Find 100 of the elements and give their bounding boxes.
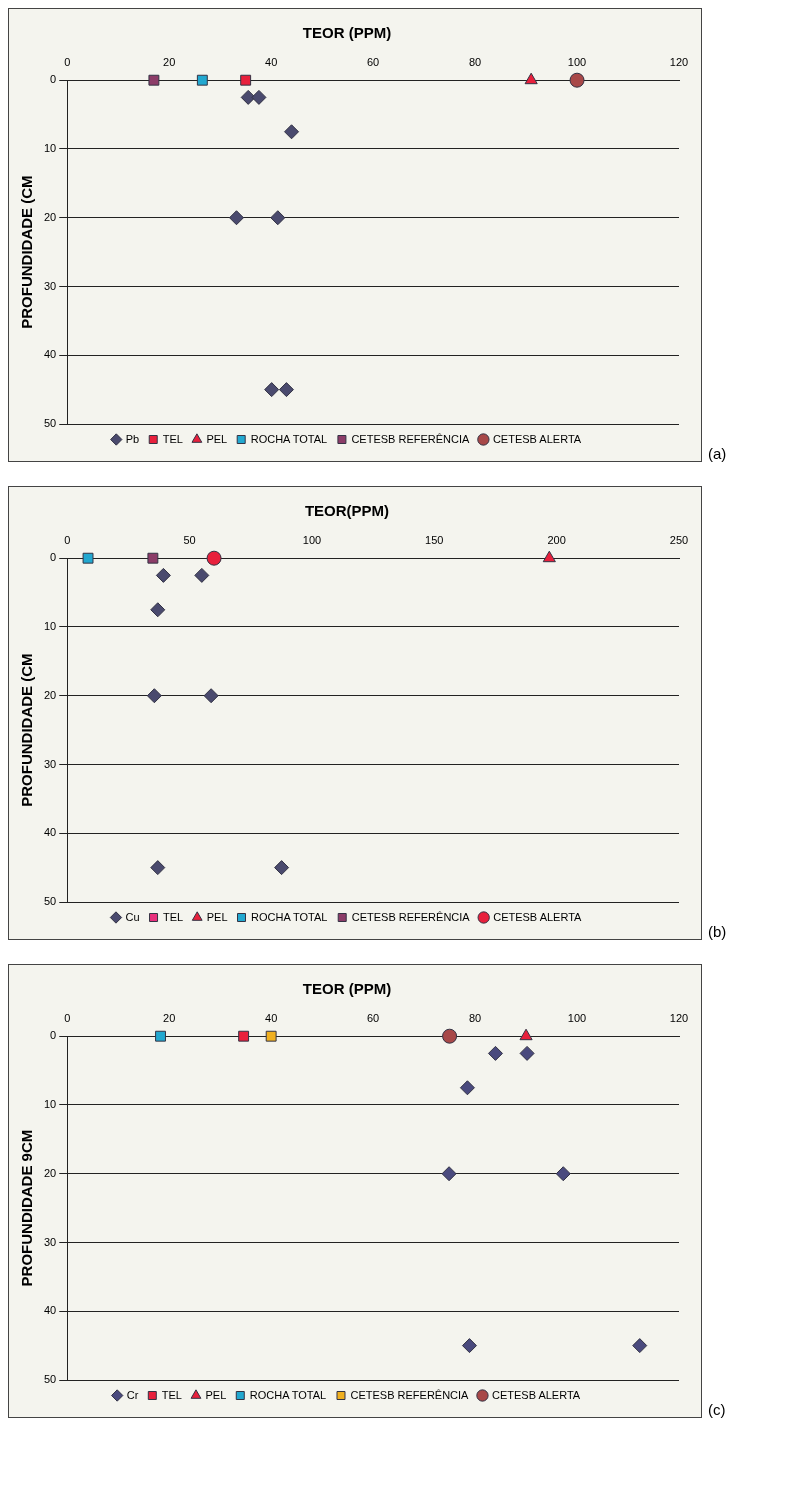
x-tick-label: 80 [468, 55, 482, 68]
point [238, 1030, 250, 1042]
x-tick-label: 0 [64, 55, 71, 68]
y-axis-title: PROFUNDIDADE (CM [18, 653, 36, 807]
point [459, 1080, 475, 1096]
point [203, 688, 219, 704]
x-tick-label: 60 [366, 55, 380, 68]
x-tick-label: 100 [567, 1011, 587, 1024]
point [147, 552, 159, 564]
y-tick-label: 50 [43, 417, 57, 430]
legend-label: CETESB REFERÊNCIA [351, 432, 471, 445]
legend-label: Cu [125, 910, 140, 923]
point [461, 1338, 477, 1354]
point [196, 74, 208, 86]
y-tick-label: 30 [43, 757, 57, 770]
y-tick-label: 20 [43, 688, 57, 701]
y-axis-title: PROFUNDIDADE 9CM [18, 1129, 36, 1287]
legend-label: CETESB ALERTA [492, 432, 582, 445]
point [150, 860, 166, 876]
y-tick-label: 40 [43, 826, 57, 839]
x-tick-label: 80 [468, 1011, 482, 1024]
legend-label: ROCHA TOTAL [251, 910, 328, 923]
text: (a) [708, 445, 727, 462]
legend-label: TEL [161, 1388, 182, 1401]
x-tick-label: 40 [265, 55, 278, 68]
y-tick-label: 50 [43, 895, 57, 908]
point [278, 382, 294, 398]
legend-label: CETESB ALERTA [491, 1388, 581, 1401]
y-tick-label: 20 [43, 210, 57, 223]
point [524, 72, 538, 85]
chart-title: TEOR(PPM) [304, 502, 390, 520]
point [150, 602, 166, 618]
text: (c) [708, 1401, 726, 1418]
legend-label: ROCHA TOTAL [250, 432, 328, 445]
legend-label: PEL [206, 910, 228, 923]
legend-label: CETESB REFERÊNCIA [350, 1388, 470, 1401]
legend-label: TEL [162, 432, 183, 445]
point [146, 688, 162, 704]
x-tick-label: 20 [163, 55, 176, 68]
point [265, 1030, 277, 1042]
x-tick-label: 120 [669, 1011, 689, 1024]
point [82, 552, 94, 564]
x-tick-label: 20 [163, 1011, 176, 1024]
point [569, 72, 585, 88]
legend-label: Cr [126, 1388, 139, 1401]
y-tick-label: 40 [43, 348, 57, 361]
point [632, 1338, 648, 1354]
chart-title: TEOR (PPM) [302, 980, 392, 998]
y-tick-label: 30 [43, 1235, 57, 1248]
point [284, 124, 300, 140]
x-tick-label: 60 [366, 1011, 380, 1024]
point [519, 1028, 533, 1041]
x-tick-label: 100 [302, 533, 322, 546]
legend-label: CETESB ALERTA [493, 910, 583, 923]
y-tick-label: 40 [43, 1304, 57, 1317]
point [519, 1045, 535, 1061]
point [555, 1166, 571, 1182]
point [206, 550, 222, 566]
x-tick-label: 50 [183, 533, 196, 546]
point [274, 860, 290, 876]
x-tick-label: 40 [265, 1011, 278, 1024]
point [194, 567, 210, 583]
y-tick-label: 20 [43, 1166, 57, 1179]
point [251, 89, 267, 105]
y-tick-label: 10 [43, 1097, 57, 1110]
x-tick-label: 120 [669, 55, 689, 68]
legend-label: PEL [206, 432, 228, 445]
legend-label: Pb [125, 432, 140, 445]
point [487, 1045, 503, 1061]
x-tick-label: 200 [547, 533, 566, 546]
x-tick-label: 0 [64, 1011, 71, 1024]
point [442, 1028, 458, 1044]
y-axis-title: PROFUNDIDADE (CM [18, 175, 36, 329]
x-tick-label: 100 [567, 55, 587, 68]
point [542, 550, 556, 563]
legend-label: ROCHA TOTAL [249, 1388, 327, 1401]
y-tick-label: 0 [50, 73, 57, 86]
legend-label: TEL [163, 910, 184, 923]
point [270, 210, 286, 226]
x-tick-label: 0 [64, 533, 71, 546]
y-tick-label: 50 [43, 1373, 57, 1386]
point [155, 567, 171, 583]
point [155, 1030, 166, 1042]
point [240, 89, 256, 105]
legend-label: CETESB REFERÊNCIA [351, 910, 471, 923]
point [228, 210, 244, 226]
x-tick-label: 250 [669, 533, 689, 546]
y-tick-label: 30 [43, 279, 57, 292]
y-tick-label: 0 [50, 551, 57, 564]
chart-title: TEOR (PPM) [302, 24, 392, 42]
point [264, 382, 280, 398]
point [148, 74, 160, 86]
point [441, 1166, 457, 1182]
y-tick-label: 0 [50, 1029, 57, 1042]
y-tick-label: 10 [43, 619, 57, 632]
text: (b) [708, 923, 727, 940]
point [240, 74, 252, 86]
legend-label: PEL [205, 1388, 227, 1401]
y-tick-label: 10 [43, 141, 57, 154]
x-tick-label: 150 [425, 533, 444, 546]
